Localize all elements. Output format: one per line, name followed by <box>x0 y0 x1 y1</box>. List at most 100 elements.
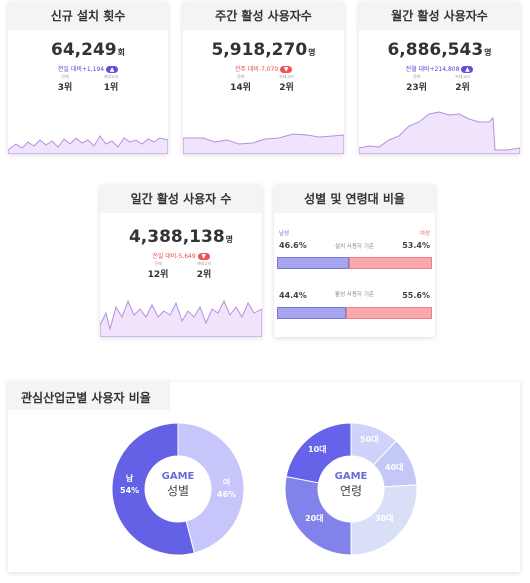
sparkline <box>359 111 520 154</box>
value-number: 6,886,543 <box>387 40 484 60</box>
rank-total: 23위 <box>406 83 427 93</box>
age-30-label: 30대 <box>375 514 394 523</box>
donut-center-subtitle: 성별 <box>166 484 190 498</box>
value-number: 5,918,270 <box>211 40 308 60</box>
rank-total: 14위 <box>230 83 251 93</box>
age-10-label: 10대 <box>308 445 327 454</box>
card-title-bg <box>8 382 170 410</box>
up-icon: ▲ <box>461 66 474 73</box>
active-gender-bar <box>277 307 432 319</box>
down-icon: ▼ <box>280 66 293 73</box>
gender-donut-center: GAME 성별 <box>138 471 218 499</box>
gender-age-card: 성별 및 연령대 비율 남성 여성 46.6% 설치 사용자 기준 53.4% … <box>274 185 435 337</box>
interest-industry-card: 관심산업군별 사용자 비율 GAME 성별 남 54% 여 46% GAME 연… <box>8 382 520 572</box>
value-number: 64,249 <box>51 40 117 60</box>
card-title: 관심산업군별 사용자 비율 <box>21 391 151 405</box>
rank-category: 2위 <box>279 83 294 93</box>
rank-category-label: 카테고리 <box>279 74 294 79</box>
install-basis-label: 설치 사용자 기준 <box>335 244 374 250</box>
metric-value: 5,918,270명 <box>183 40 344 60</box>
female-bar-segment <box>349 257 432 269</box>
monthly-active-users-card: 월간 활성 사용자수 6,886,543명 전월 대비+214,808 ▲ 전체 2… <box>359 2 520 154</box>
rank-category-label: 카테고리 <box>455 74 470 79</box>
age-segment-3 <box>284 476 352 556</box>
segment-name: 여 <box>222 478 231 487</box>
female-segment-label: 여 46% <box>217 477 236 501</box>
rank-row: 전체 3위 카테고리 1위 <box>8 74 168 93</box>
rank-row: 전체 12위 카테고리 2위 <box>100 261 262 280</box>
active-female-pct: 55.6% <box>402 291 430 300</box>
delta-value: +1,194 <box>81 66 105 73</box>
segment-name: 남 <box>125 474 134 483</box>
segment-value: 54% <box>120 486 140 495</box>
weekly-active-users-card: 주간 활성 사용자수 5,918,270명 전주 대비-7,070 ▼ 전체 14위… <box>183 2 344 154</box>
rank-total-label: 전체 <box>154 261 162 266</box>
delta-row: 전일 대비-5,649 ▼ <box>100 251 262 260</box>
delta-label: 전일 대비 <box>152 253 177 260</box>
active-basis-label: 활성 사용자 기준 <box>335 292 374 298</box>
gender-segment-1 <box>177 422 245 554</box>
delta-value: -5,649 <box>176 253 196 260</box>
delta-label: 전주 대비 <box>234 66 259 73</box>
metric-value: 6,886,543명 <box>359 40 520 60</box>
delta-row: 전월 대비+214,808 ▲ <box>359 64 520 73</box>
age-segment-4 <box>285 422 352 484</box>
value-unit: 명 <box>308 48 316 57</box>
metric-value: 64,249회 <box>8 40 168 60</box>
sparkline <box>8 135 168 154</box>
male-label: 남성 <box>279 231 290 237</box>
new-installs-card: 신규 설치 횟수 64,249회 전일 대비+1,194 ▲ 전체 3위 카테고리 1… <box>8 2 168 154</box>
rank-total-label: 전체 <box>236 74 245 79</box>
card-title: 일간 활성 사용자 수 <box>100 185 262 213</box>
value-unit: 명 <box>225 235 234 244</box>
sparkline <box>100 299 262 337</box>
card-title: 월간 활성 사용자수 <box>359 2 520 30</box>
delta-label: 전일 대비 <box>57 66 82 73</box>
delta-value: +214,808 <box>429 66 460 73</box>
value-unit: 명 <box>484 48 492 57</box>
male-segment-label: 남 54% <box>120 473 139 497</box>
up-icon: ▲ <box>106 66 119 73</box>
male-bar-segment <box>277 307 346 319</box>
age-donut-chart <box>284 422 418 556</box>
rank-total-label: 전체 <box>61 74 69 79</box>
delta-label: 전월 대비 <box>405 66 430 73</box>
age-50-label: 50대 <box>360 435 379 444</box>
delta-row: 전일 대비+1,194 ▲ <box>8 64 168 73</box>
male-bar-segment <box>277 257 350 269</box>
value-unit: 회 <box>117 48 125 57</box>
segment-value: 46% <box>217 490 237 499</box>
card-title: 주간 활성 사용자수 <box>183 2 344 30</box>
donut-center-title: GAME <box>334 471 368 482</box>
donut-center-title: GAME <box>161 471 195 482</box>
delta-row: 전주 대비-7,070 ▼ <box>183 64 344 73</box>
rank-row: 전체 14위 카테고리 2위 <box>183 74 344 93</box>
card-title: 신규 설치 횟수 <box>8 2 168 30</box>
female-label: 여성 <box>419 231 430 237</box>
rank-category-label: 카테고리 <box>196 261 212 266</box>
rank-category: 1위 <box>103 83 119 93</box>
donut-center-subtitle: 연령 <box>339 484 363 498</box>
rank-total: 12위 <box>147 270 169 280</box>
card-title: 성별 및 연령대 비율 <box>274 185 435 213</box>
value-number: 4,388,138 <box>128 227 225 247</box>
age-40-label: 40대 <box>385 463 404 472</box>
rank-row: 전체 23위 카테고리 2위 <box>359 74 520 93</box>
age-20-label: 20대 <box>305 514 324 523</box>
install-female-pct: 53.4% <box>402 241 430 250</box>
gender-segment-0 <box>111 422 196 556</box>
rank-category: 2위 <box>455 83 470 93</box>
delta-value: -7,070 <box>258 66 279 73</box>
install-gender-bar <box>277 257 432 269</box>
rank-category: 2위 <box>196 270 212 280</box>
female-bar-segment <box>345 307 432 319</box>
metric-value: 4,388,138명 <box>100 227 262 247</box>
age-donut-center: GAME 연령 <box>311 471 391 499</box>
gender-donut-chart <box>111 422 245 556</box>
rank-total: 3위 <box>57 83 73 93</box>
daily-active-users-card: 일간 활성 사용자 수 4,388,138명 전일 대비-5,649 ▼ 전체 12… <box>100 185 262 337</box>
rank-category-label: 카테고리 <box>103 74 119 79</box>
rank-total-label: 전체 <box>412 74 421 79</box>
install-male-pct: 46.6% <box>279 241 307 250</box>
down-icon: ▼ <box>197 253 210 260</box>
